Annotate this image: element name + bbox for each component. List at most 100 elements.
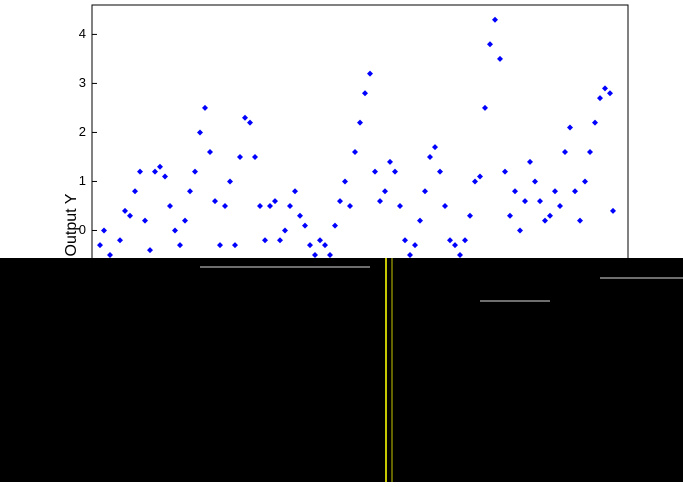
point xyxy=(452,242,458,249)
point xyxy=(357,119,363,126)
plot-area xyxy=(91,4,629,305)
point xyxy=(137,168,143,175)
point xyxy=(227,178,233,185)
point xyxy=(152,168,158,175)
point xyxy=(447,237,453,244)
point xyxy=(592,119,598,126)
point xyxy=(202,104,208,111)
point xyxy=(552,188,558,195)
point xyxy=(302,222,308,229)
point xyxy=(382,188,388,195)
point xyxy=(457,251,463,258)
point xyxy=(432,144,438,151)
point xyxy=(97,242,103,249)
y-tick-label: 0 xyxy=(79,222,86,237)
point xyxy=(572,188,578,195)
point xyxy=(502,168,508,175)
point xyxy=(127,212,133,219)
point xyxy=(407,251,413,258)
point xyxy=(402,237,408,244)
point xyxy=(332,222,338,229)
point xyxy=(287,202,293,209)
point xyxy=(272,198,278,205)
point xyxy=(417,217,423,224)
point xyxy=(387,158,393,165)
point xyxy=(397,202,403,209)
point xyxy=(517,227,523,234)
point xyxy=(312,251,318,258)
point xyxy=(327,251,333,258)
point xyxy=(337,198,343,205)
point xyxy=(247,119,253,126)
point xyxy=(562,149,568,156)
point xyxy=(207,149,213,156)
point xyxy=(297,212,303,219)
point xyxy=(472,178,478,185)
point xyxy=(142,217,148,224)
point xyxy=(242,114,248,121)
point xyxy=(577,217,583,224)
point xyxy=(527,158,533,165)
point xyxy=(222,202,228,209)
point xyxy=(547,212,553,219)
point xyxy=(101,227,107,234)
point xyxy=(317,237,323,244)
point xyxy=(462,237,468,244)
point xyxy=(182,217,188,224)
point xyxy=(487,41,493,48)
point xyxy=(192,168,198,175)
point xyxy=(372,168,378,175)
point xyxy=(610,207,616,214)
point xyxy=(362,90,368,97)
y-axis-label: Output Y xyxy=(63,193,80,256)
point xyxy=(162,173,168,180)
point xyxy=(442,202,448,209)
point xyxy=(597,95,603,102)
point xyxy=(132,188,138,195)
point xyxy=(277,237,283,244)
point xyxy=(492,16,498,23)
point xyxy=(177,242,183,249)
y-tick-label: 1 xyxy=(79,173,86,188)
point xyxy=(347,202,353,209)
point xyxy=(252,153,258,160)
point xyxy=(537,198,543,205)
point xyxy=(607,90,613,97)
point xyxy=(292,188,298,195)
point xyxy=(412,242,418,249)
point xyxy=(557,202,563,209)
point xyxy=(172,227,178,234)
point xyxy=(267,202,273,209)
point xyxy=(122,207,128,214)
point xyxy=(167,202,173,209)
point xyxy=(512,188,518,195)
point xyxy=(532,178,538,185)
point xyxy=(187,188,193,195)
point xyxy=(232,242,238,249)
point xyxy=(322,242,328,249)
point xyxy=(117,237,123,244)
point xyxy=(567,124,573,131)
point xyxy=(257,202,263,209)
point xyxy=(107,251,113,258)
point xyxy=(477,173,483,180)
point xyxy=(507,212,513,219)
point xyxy=(147,247,153,254)
point xyxy=(282,227,288,234)
point xyxy=(352,149,358,156)
point xyxy=(307,242,313,249)
point xyxy=(497,55,503,62)
y-tick-label: 2 xyxy=(79,124,86,139)
point xyxy=(392,168,398,175)
point xyxy=(262,237,268,244)
point xyxy=(197,129,203,136)
point xyxy=(217,242,223,249)
point xyxy=(437,168,443,175)
point xyxy=(482,104,488,111)
point xyxy=(342,178,348,185)
point xyxy=(542,217,548,224)
point xyxy=(422,188,428,195)
y-tick-label: 3 xyxy=(79,75,86,90)
point xyxy=(467,212,473,219)
